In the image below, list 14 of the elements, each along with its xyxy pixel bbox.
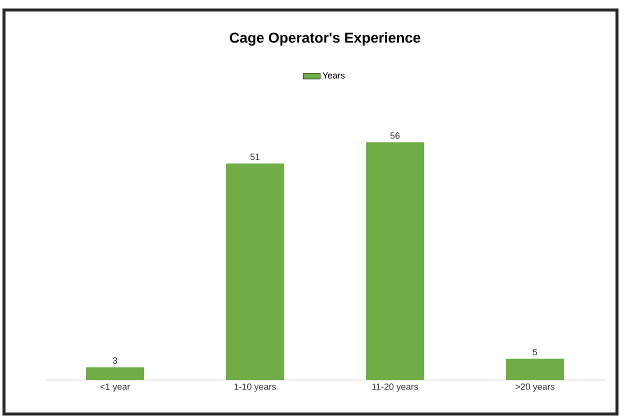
bar (86, 367, 144, 380)
x-tick-label: >20 years (516, 384, 554, 392)
x-tick-label: 11-20 years (372, 384, 418, 392)
data-label: 3 (112, 357, 118, 364)
chart-title: Cage Operator's Experience (230, 32, 420, 46)
data-label: 56 (390, 132, 400, 139)
x-tick-label: 1-10 years (234, 384, 276, 392)
x-tick-label: <1 year (100, 384, 130, 392)
data-label: 51 (250, 154, 260, 160)
bar (506, 358, 564, 380)
bar (366, 142, 424, 380)
data-label: 5 (532, 348, 538, 356)
bar (226, 164, 284, 380)
legend-label: Years (322, 72, 345, 79)
